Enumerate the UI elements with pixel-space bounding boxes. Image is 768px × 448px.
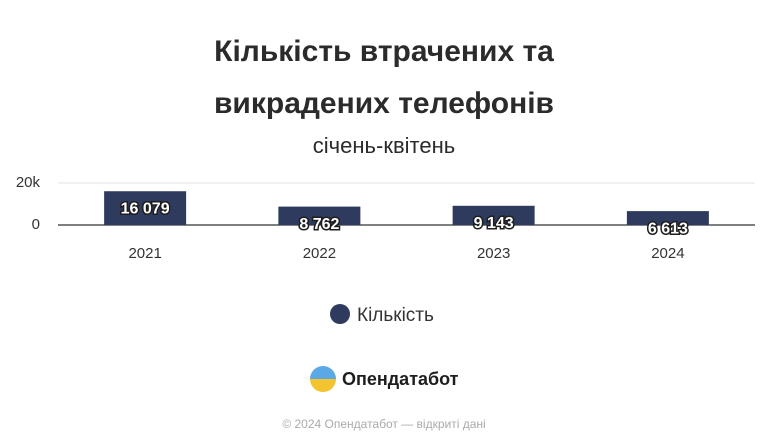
chart-subtitle: січень-квітень (313, 133, 455, 158)
data-label: 9 143 (474, 215, 514, 232)
footer: © 2024 Опендатабот — відкриті дані (282, 417, 485, 431)
data-label: 16 079 (121, 200, 170, 217)
bar (278, 206, 361, 225)
legend-label: Кількість (357, 305, 434, 326)
chart-title: Кількість втрачених та викрадених телефо… (213, 35, 555, 120)
bar (452, 205, 535, 225)
x-tick-label: 2024 (651, 245, 684, 262)
data-label: 8 762 (299, 216, 339, 233)
logo-icon (310, 366, 336, 392)
bar (626, 211, 709, 225)
legend-marker (330, 304, 350, 324)
logo-text: Опендатабот (342, 369, 459, 389)
y-tick-label: 0 (32, 216, 40, 233)
x-tick-label: 2023 (477, 245, 510, 262)
x-tick-label: 2022 (303, 245, 336, 262)
data-label: 6 613 (648, 220, 688, 237)
y-tick-label: 20k (16, 174, 41, 191)
bar (104, 191, 187, 225)
x-tick-label: 2021 (128, 245, 161, 262)
